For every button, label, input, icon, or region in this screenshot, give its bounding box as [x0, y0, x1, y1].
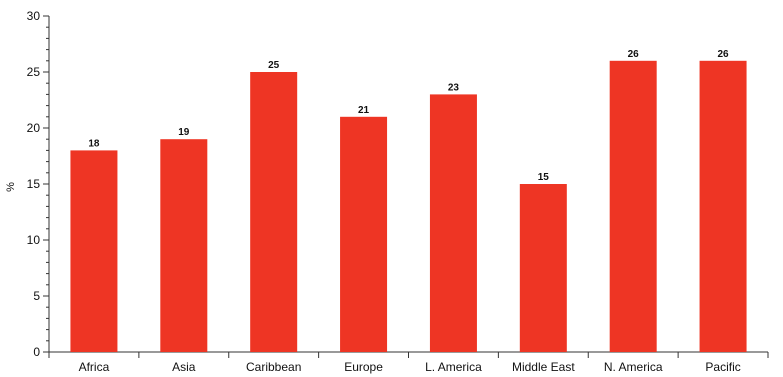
axes — [48, 16, 768, 353]
x-tick-label: Asia — [172, 360, 196, 374]
x-tick-label: N. America — [604, 360, 663, 374]
y-tick-label: 0 — [33, 345, 40, 359]
bar — [519, 184, 567, 352]
y-tick-label: 15 — [27, 177, 41, 191]
x-tick-label: Pacific — [705, 360, 740, 374]
bar — [250, 72, 298, 352]
bar — [609, 60, 657, 353]
y-ticks: 0 5 10 15 20 25 30 — [27, 9, 49, 359]
bars — [70, 60, 747, 353]
bar — [340, 116, 388, 352]
data-label: 15 — [538, 172, 550, 183]
y-tick-label: 5 — [33, 289, 40, 303]
data-label: 18 — [88, 138, 100, 149]
x-tick-label: Middle East — [512, 360, 575, 374]
y-tick-label: 25 — [27, 65, 41, 79]
x-tick-label: L. America — [425, 360, 482, 374]
x-tick-label: Caribbean — [246, 360, 301, 374]
y-axis-title: % — [5, 182, 17, 192]
data-label: 25 — [268, 60, 280, 71]
x-tick-label: Africa — [79, 360, 110, 374]
data-label: 19 — [178, 127, 190, 138]
data-label: 23 — [448, 82, 460, 93]
bar — [160, 139, 208, 352]
data-label: 26 — [718, 49, 730, 60]
x-ticks: Africa Asia Caribbean Europe L. America Middl… — [48, 352, 769, 374]
bar — [70, 150, 118, 352]
bar — [699, 60, 747, 353]
data-label: 21 — [358, 105, 370, 116]
data-label: 26 — [628, 49, 640, 60]
bar — [429, 94, 477, 353]
y-tick-label: 30 — [27, 9, 41, 23]
y-tick-label: 20 — [27, 121, 41, 135]
y-tick-label: 10 — [27, 233, 41, 247]
x-tick-label: Europe — [344, 360, 383, 374]
data-labels: 18 19 25 21 23 15 26 26 — [88, 49, 729, 183]
